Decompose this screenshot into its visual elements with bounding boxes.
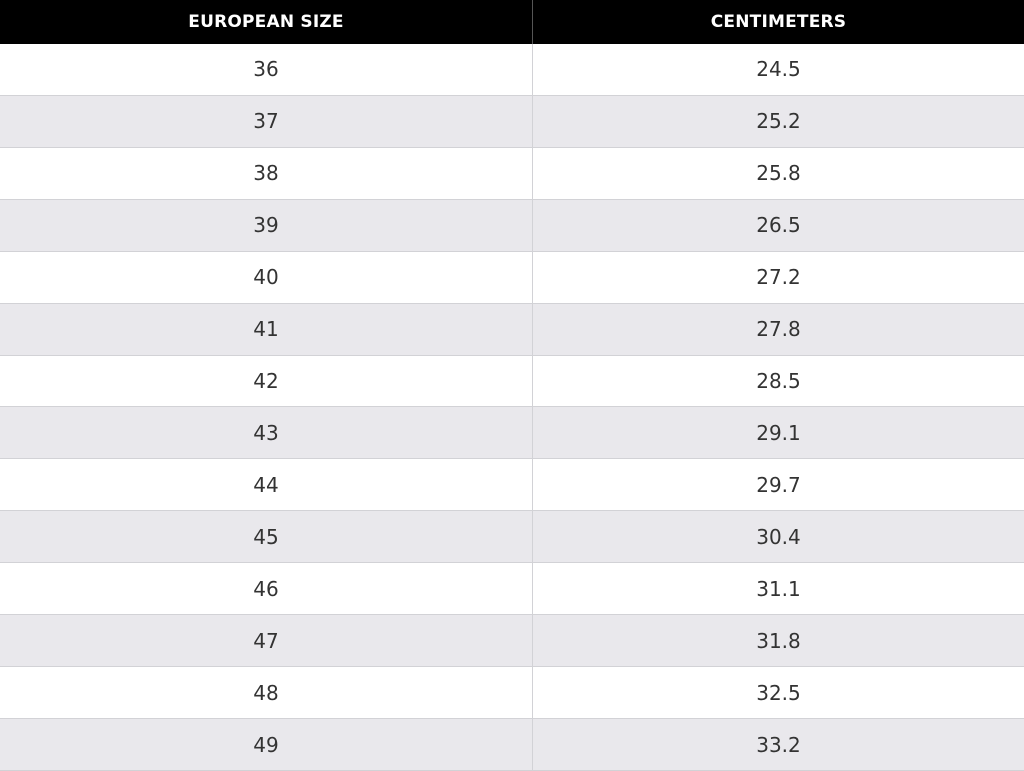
table-row: 40 27.2 bbox=[0, 251, 1024, 304]
table-cell: 44 bbox=[0, 459, 533, 511]
table-cell: 37 bbox=[0, 95, 533, 147]
table-cell: 32.5 bbox=[756, 680, 801, 705]
table-cell: 47 bbox=[0, 615, 533, 667]
table-row: 41 27.8 bbox=[0, 303, 1024, 356]
table-row: 48 32.5 bbox=[0, 667, 1024, 720]
table-row: 44 29.7 bbox=[0, 459, 1024, 512]
table-cell: 29.7 bbox=[756, 472, 801, 497]
table-row: 47 31.8 bbox=[0, 615, 1024, 668]
table-row: 43 29.1 bbox=[0, 407, 1024, 460]
header-row: EUROPEAN SIZE CENTIMETERS bbox=[0, 0, 1024, 44]
header-cell: EUROPEAN SIZE bbox=[0, 0, 533, 44]
table-cell: 27.8 bbox=[756, 317, 801, 342]
table-cell: 36 bbox=[0, 44, 533, 95]
table-cell: 33.2 bbox=[756, 732, 801, 757]
table-cell: 31.8 bbox=[756, 628, 801, 653]
table-cell: 25.8 bbox=[756, 161, 801, 186]
table-cell: 41 bbox=[0, 303, 533, 355]
table-cell: 39 bbox=[0, 199, 533, 251]
table-cell: 48 bbox=[0, 667, 533, 719]
table-cell: 42 bbox=[0, 355, 533, 407]
table-cell: 49 bbox=[0, 719, 533, 770]
table-cell: 25.2 bbox=[756, 109, 801, 134]
table-row: 49 33.2 bbox=[0, 719, 1024, 771]
table-body: 36 24.5 37 25.2 38 25.8 39 26.5 40 27.2 41 27.8 42 28… bbox=[0, 44, 1024, 771]
table-row: 45 30.4 bbox=[0, 511, 1024, 564]
table-cell: 45 bbox=[0, 511, 533, 563]
table-cell: 27.2 bbox=[756, 265, 801, 290]
table-cell: 30.4 bbox=[756, 524, 801, 549]
table-row: 42 28.5 bbox=[0, 355, 1024, 408]
table-row: 39 26.5 bbox=[0, 199, 1024, 252]
table-cell: 46 bbox=[0, 563, 533, 615]
table-cell: 38 bbox=[0, 147, 533, 199]
table-cell: 28.5 bbox=[756, 369, 801, 394]
header-cell: CENTIMETERS bbox=[710, 12, 847, 32]
table-cell: 31.1 bbox=[756, 576, 801, 601]
table-row: 36 24.5 bbox=[0, 44, 1024, 96]
table-cell: 43 bbox=[0, 407, 533, 459]
table-row: 37 25.2 bbox=[0, 95, 1024, 148]
table-cell: 40 bbox=[0, 251, 533, 303]
table-cell: 24.5 bbox=[756, 57, 801, 82]
table-cell: 26.5 bbox=[756, 213, 801, 238]
table-row: 38 25.8 bbox=[0, 147, 1024, 200]
table-row: 46 31.1 bbox=[0, 563, 1024, 616]
table-cell: 29.1 bbox=[756, 420, 801, 445]
